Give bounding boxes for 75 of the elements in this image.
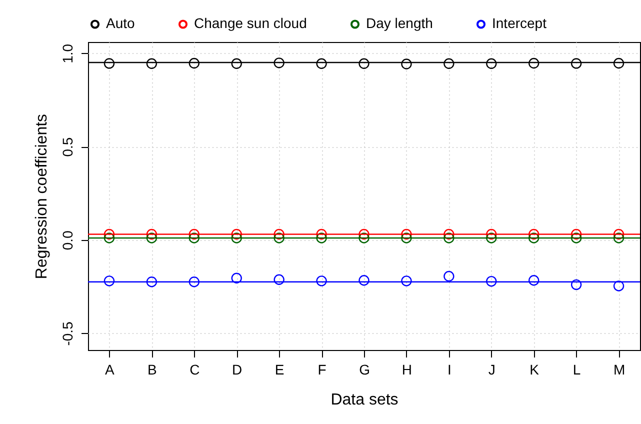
legend-label: Change sun cloud <box>194 15 307 32</box>
point <box>274 58 284 68</box>
point <box>613 228 624 240</box>
x-tick-label: D <box>232 362 242 378</box>
point <box>570 279 582 290</box>
point <box>104 58 115 69</box>
point <box>570 232 582 244</box>
point <box>613 280 624 292</box>
point <box>231 58 242 69</box>
x-tick-label: J <box>488 362 496 378</box>
point <box>274 228 284 240</box>
point <box>444 232 454 244</box>
point <box>231 228 242 240</box>
point <box>104 228 115 240</box>
x-tick-label: H <box>402 362 412 378</box>
point <box>231 272 242 284</box>
point <box>613 232 624 244</box>
point <box>104 276 115 286</box>
legend-label: Day length <box>366 15 433 32</box>
x-tick-label: I <box>447 362 452 378</box>
x-tick-label: M <box>613 362 626 378</box>
point <box>486 58 497 69</box>
legend-label: Auto <box>106 15 136 32</box>
y-tick-label: 0.5 <box>60 137 76 157</box>
point <box>146 58 158 69</box>
point <box>444 58 454 69</box>
point <box>486 232 497 244</box>
y-axis-title: Regression coefficients <box>34 114 50 280</box>
point <box>316 276 327 286</box>
y-tick-label: 1.0 <box>60 44 76 64</box>
point <box>401 232 412 244</box>
y-tick-label: -0.5 <box>60 321 76 346</box>
point <box>570 58 582 69</box>
point <box>528 228 540 240</box>
point <box>146 232 158 244</box>
point <box>188 58 200 69</box>
x-tick-label: B <box>148 362 157 378</box>
x-tick-label: E <box>274 362 284 378</box>
point <box>188 276 200 288</box>
point <box>528 232 540 244</box>
y-tick-label: 0.0 <box>60 230 76 250</box>
point <box>146 228 158 240</box>
point <box>444 270 454 282</box>
point <box>316 232 327 244</box>
x-tick-label: A <box>105 362 116 378</box>
point <box>358 275 370 286</box>
point <box>358 228 370 240</box>
point <box>104 232 115 244</box>
point <box>316 228 327 240</box>
point <box>188 232 200 244</box>
point <box>528 275 540 286</box>
point <box>444 228 454 240</box>
point <box>613 58 624 69</box>
point <box>231 232 242 244</box>
point <box>486 276 497 287</box>
x-tick-label: L <box>572 362 581 378</box>
point <box>570 228 582 240</box>
x-tick-label: G <box>359 362 370 378</box>
point <box>358 58 370 69</box>
point <box>188 228 200 240</box>
point <box>146 276 158 288</box>
point <box>401 228 412 240</box>
point <box>274 274 284 285</box>
point <box>316 58 327 69</box>
point <box>401 58 412 70</box>
point <box>358 232 370 244</box>
point <box>401 276 412 286</box>
legend-label: Intercept <box>492 15 547 32</box>
point <box>274 232 284 244</box>
x-tick-label: K <box>530 362 540 378</box>
x-tick-label: C <box>190 362 200 378</box>
point <box>486 228 497 240</box>
x-tick-label: F <box>318 362 326 378</box>
point <box>528 58 540 69</box>
x-axis-title: Data sets <box>330 392 398 408</box>
